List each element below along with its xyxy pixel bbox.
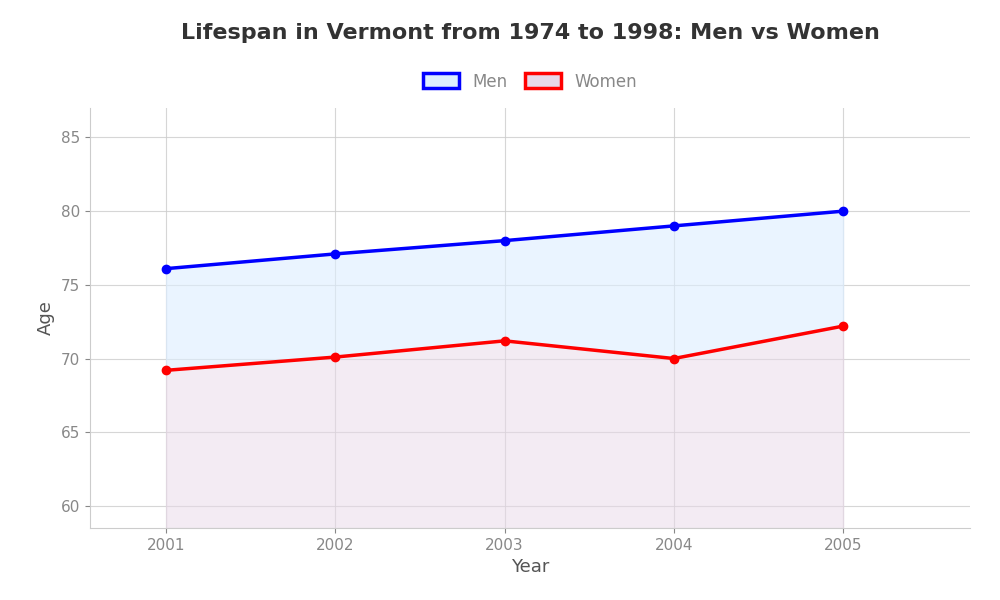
X-axis label: Year: Year bbox=[511, 558, 549, 576]
Y-axis label: Age: Age bbox=[37, 301, 55, 335]
Legend: Men, Women: Men, Women bbox=[416, 66, 644, 97]
Title: Lifespan in Vermont from 1974 to 1998: Men vs Women: Lifespan in Vermont from 1974 to 1998: M… bbox=[181, 23, 879, 43]
